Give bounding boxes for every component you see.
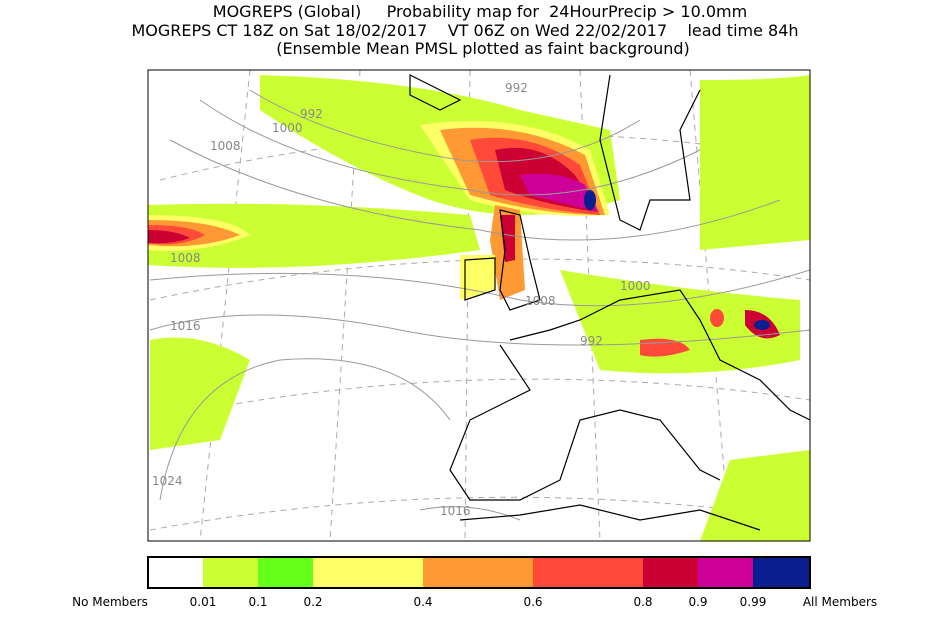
legend-frame xyxy=(147,556,811,589)
legend-label: 0.1 xyxy=(248,595,267,609)
legend-label: 0.9 xyxy=(688,595,707,609)
legend-swatch xyxy=(533,557,643,588)
title-line: MOGREPS CT 18Z on Sat 18/02/2017 VT 06Z … xyxy=(131,21,798,40)
map: 992 1000 1008 1008 1016 1024 1016 1008 1… xyxy=(148,70,810,541)
legend: No Members 0.01 0.1 0.2 0.4 0.6 0.8 0.9 0.99 All … xyxy=(72,556,877,609)
legend-swatch xyxy=(148,557,203,588)
isobar-label: 1008 xyxy=(525,294,556,308)
legend-swatch xyxy=(423,557,533,588)
title-line: (Ensemble Mean PMSL plotted as faint bac… xyxy=(276,39,690,58)
isobar-label: 992 xyxy=(580,334,603,348)
legend-label: 0.01 xyxy=(190,595,217,609)
isobar-labels: 992 1000 1008 1008 1016 1024 1016 1008 1… xyxy=(152,81,651,518)
coastlines xyxy=(409,74,810,531)
header: MOGREPS (Global) Probability map for 24H… xyxy=(131,2,798,58)
legend-label: 0.4 xyxy=(413,595,432,609)
legend-label: No Members xyxy=(72,595,148,609)
legend-swatch xyxy=(643,557,698,588)
isobar-label: 1016 xyxy=(170,319,201,333)
legend-label: All Members xyxy=(803,595,877,609)
isobar-label: 1008 xyxy=(170,251,201,265)
legend-swatch xyxy=(258,557,313,588)
legend-swatch xyxy=(753,557,810,588)
legend-label: 0.2 xyxy=(303,595,322,609)
isobar-label: 1008 xyxy=(210,139,241,153)
title-line: MOGREPS (Global) Probability map for 24H… xyxy=(213,2,747,21)
legend-swatch xyxy=(203,557,258,588)
map-frame xyxy=(147,69,811,542)
legend-swatch xyxy=(313,557,423,588)
isobar-label: 1000 xyxy=(620,279,651,293)
isobar-label: 1024 xyxy=(152,474,183,488)
legend-label: 0.8 xyxy=(633,595,652,609)
isobar-label: 1016 xyxy=(440,504,471,518)
isobar-label: 992 xyxy=(300,107,323,121)
isobar-label: 1000 xyxy=(272,121,303,135)
isobar-label: 992 xyxy=(505,81,528,95)
legend-label: 0.99 xyxy=(740,595,767,609)
legend-label: 0.6 xyxy=(523,595,542,609)
legend-swatch xyxy=(698,557,753,588)
